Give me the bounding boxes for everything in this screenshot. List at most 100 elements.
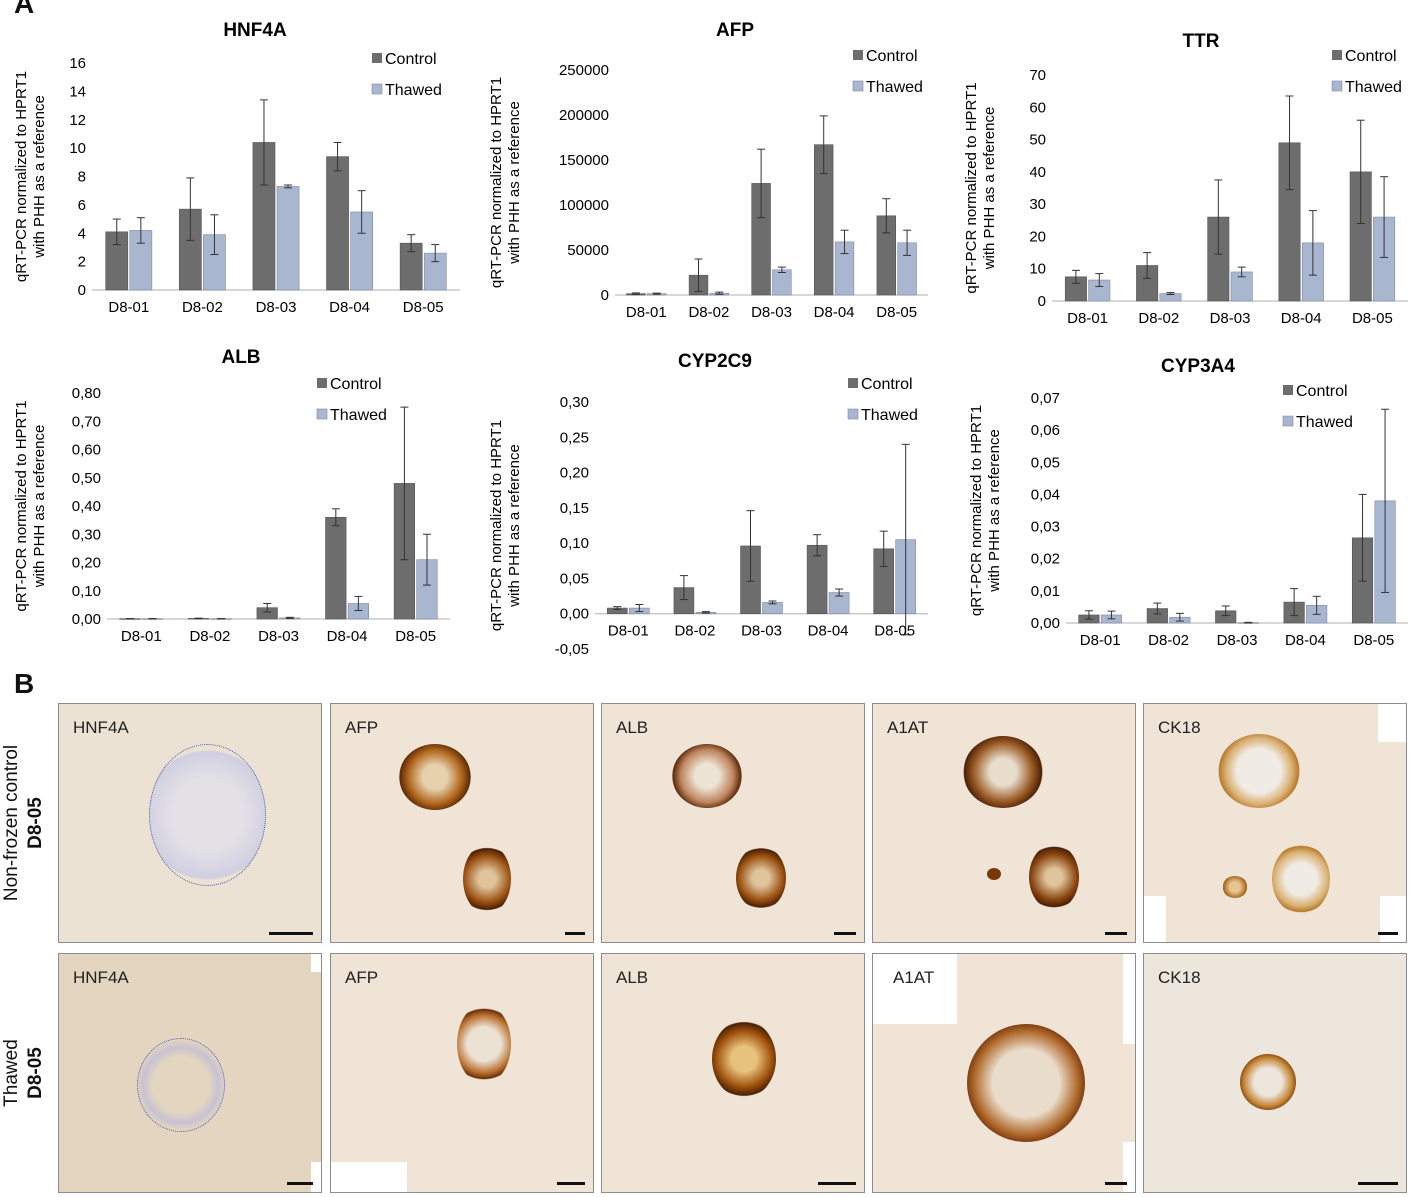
- ihc-marker-label: CK18: [1158, 968, 1201, 987]
- tissue-section: [399, 744, 471, 810]
- x-tick-label: D8-02: [688, 304, 729, 321]
- ihc-marker-label: ALB: [616, 968, 649, 987]
- y-tick-label: 4: [78, 225, 86, 242]
- ihc-marker-label: A1AT: [893, 968, 935, 987]
- ihc-tile-control-afp: AFP: [330, 703, 594, 943]
- legend-swatch-thawed: [316, 408, 328, 420]
- y-tick-label: 0,00: [1031, 615, 1060, 632]
- legend-swatch-thawed: [847, 408, 859, 420]
- y-tick-label: 0,05: [1031, 454, 1060, 471]
- x-tick-label: D8-05: [403, 299, 444, 316]
- y-tick-label: 0,80: [72, 385, 101, 402]
- y-tick-label: 0,30: [560, 394, 589, 411]
- white-background-patch: [1144, 896, 1166, 942]
- x-tick-label: D8-05: [1352, 310, 1393, 327]
- legend-swatch-control: [317, 378, 327, 388]
- y-tick-label: 8: [78, 169, 86, 186]
- x-tick-label: D8-01: [1080, 632, 1121, 649]
- y-axis-label-line2: with PHH as a reference: [986, 429, 1003, 593]
- ihc-tile-thawed-afp: AFP: [330, 953, 594, 1193]
- scale-bar: [557, 1182, 585, 1185]
- row-label-control-line2: D8-05: [25, 797, 46, 849]
- y-tick-label: 70: [1029, 67, 1046, 84]
- y-tick-label: -0,05: [555, 641, 589, 658]
- chart-title-cyp3a4: CYP3A4: [1161, 356, 1235, 377]
- white-background-patch: [1380, 896, 1406, 942]
- y-tick-label: 60: [1029, 99, 1046, 116]
- y-tick-label: 6: [78, 197, 86, 214]
- y-axis-label-line1: qRT-PCR normalized to HPRT1: [963, 82, 980, 293]
- y-tick-label: 10: [1029, 261, 1046, 278]
- ihc-tile-thawed-hnf4a: HNF4A: [58, 953, 322, 1193]
- ihc-marker-label: AFP: [345, 718, 379, 737]
- bar-thawed: [276, 186, 300, 291]
- x-tick-label: D8-01: [108, 299, 149, 316]
- legend-swatch-thawed: [852, 80, 864, 92]
- y-axis-label-line1: qRT-PCR normalized to HPRT1: [13, 400, 30, 611]
- tissue-section: [963, 736, 1043, 808]
- y-tick-label: 0,40: [72, 498, 101, 515]
- ihc-tile-thawed-alb: ALB: [601, 953, 865, 1193]
- tissue-section: [463, 844, 511, 914]
- y-tick-label: 50: [1029, 132, 1046, 149]
- legend-swatch-thawed: [371, 83, 383, 95]
- y-axis-label-line2: with PHH as a reference: [506, 101, 523, 265]
- chart-title-alb: ALB: [221, 347, 260, 368]
- legend-label-thawed: Thawed: [330, 407, 387, 424]
- legend-swatch-control: [853, 50, 863, 60]
- scale-bar: [1358, 1182, 1398, 1185]
- x-tick-label: D8-02: [189, 628, 230, 645]
- ihc-tile-control-alb: ALB: [601, 703, 865, 943]
- y-tick-label: 250000: [559, 62, 609, 79]
- chart-title-ttr: TTR: [1183, 31, 1220, 52]
- x-tick-label: D8-04: [327, 628, 368, 645]
- panel-a-label: A: [14, 0, 35, 19]
- y-tick-label: 0: [601, 287, 609, 304]
- white-background-patch: [1123, 1142, 1135, 1192]
- x-tick-label: D8-02: [1148, 632, 1189, 649]
- scale-bar: [1378, 932, 1398, 935]
- y-tick-label: 0,05: [560, 570, 589, 587]
- y-tick-label: 20: [1029, 228, 1046, 245]
- legend-label-control: Control: [330, 376, 382, 393]
- scale-bar: [565, 932, 585, 935]
- y-tick-label: 0: [1038, 293, 1046, 310]
- y-tick-label: 14: [69, 83, 86, 100]
- y-tick-label: 0,01: [1031, 583, 1060, 600]
- ihc-tile-thawed-a1at: A1AT: [872, 953, 1136, 1193]
- scale-bar: [269, 932, 313, 935]
- y-tick-label: 0,04: [1031, 486, 1060, 503]
- legend-swatch-control: [1283, 385, 1293, 395]
- y-tick-label: 2: [78, 254, 86, 271]
- tissue-section: [736, 846, 786, 910]
- y-tick-label: 0,50: [72, 470, 101, 487]
- legend-swatch-control: [848, 378, 858, 388]
- x-tick-label: D8-01: [1067, 310, 1108, 327]
- ihc-tile-control-a1at: A1AT: [872, 703, 1136, 943]
- tissue-section: [1222, 876, 1248, 898]
- tissue-section: [712, 1020, 776, 1098]
- tissue-section: [137, 1038, 225, 1132]
- x-tick-label: D8-03: [741, 623, 782, 640]
- y-tick-label: 0,20: [560, 465, 589, 482]
- white-background-patch: [311, 954, 321, 972]
- y-tick-label: 10: [69, 140, 86, 157]
- row-label-thawed-line2: D8-05: [25, 1047, 46, 1099]
- scale-bar: [818, 1182, 856, 1185]
- y-tick-label: 0,00: [560, 606, 589, 623]
- tissue-section: [987, 868, 1001, 880]
- legend-swatch-thawed: [1331, 80, 1343, 92]
- legend-label-control: Control: [1345, 48, 1397, 65]
- y-tick-label: 12: [69, 112, 86, 129]
- y-axis-label-line2: with PHH as a reference: [31, 95, 48, 259]
- ihc-row-thawed: HNF4A AFP ALB A1AT CK18: [58, 953, 1408, 1195]
- white-background-patch: [1123, 954, 1135, 1044]
- y-tick-label: 0,03: [1031, 519, 1060, 536]
- x-tick-label: D8-05: [876, 304, 917, 321]
- x-tick-label: D8-01: [121, 628, 162, 645]
- y-tick-label: 0,30: [72, 526, 101, 543]
- chart-title-afp: AFP: [716, 20, 754, 41]
- y-tick-label: 100000: [559, 197, 609, 214]
- y-tick-label: 0,10: [72, 583, 101, 600]
- scale-bar: [1105, 932, 1127, 935]
